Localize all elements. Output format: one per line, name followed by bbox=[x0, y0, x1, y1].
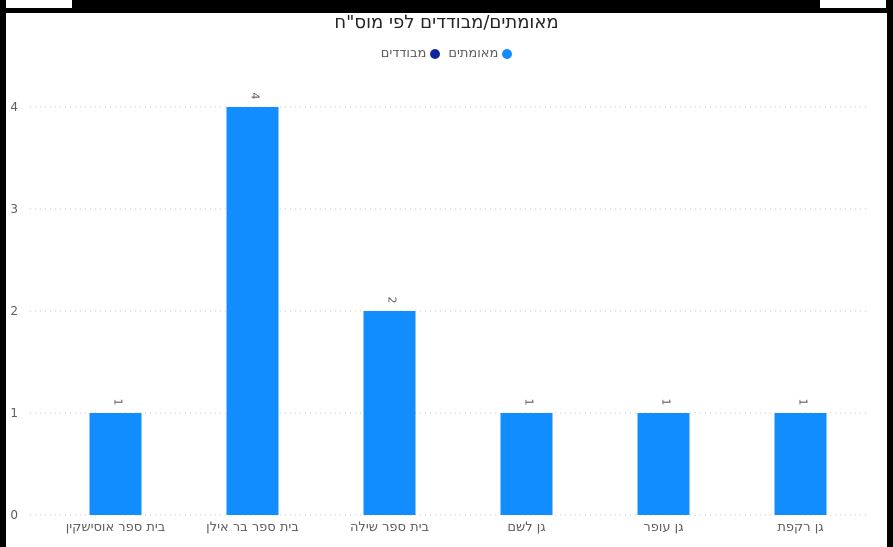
bar-0[interactable] bbox=[89, 413, 142, 515]
frame-notch-left bbox=[6, 0, 72, 8]
window-frame-top bbox=[0, 0, 893, 13]
chart-title: מאומתים/מבודדים לפי מוס"ח bbox=[334, 12, 559, 33]
data-label-2: 2 bbox=[386, 297, 399, 304]
chart-legend[interactable]: מאומתים מבודדים bbox=[0, 46, 893, 61]
legend-label-series-2: מבודדים bbox=[380, 46, 427, 61]
data-label-1: 4 bbox=[249, 93, 262, 100]
data-label-3: 1 bbox=[523, 399, 536, 406]
x-tick-label-0: בית ספר אוסישקין bbox=[66, 520, 166, 535]
bar-3[interactable] bbox=[500, 413, 553, 515]
y-tick-label-3: 3 bbox=[10, 202, 18, 216]
y-tick-label-1: 1 bbox=[10, 406, 18, 420]
x-tick-label-1: בית ספר בר אילן bbox=[206, 520, 299, 535]
window-frame-right bbox=[887, 0, 893, 547]
x-tick-label-2: בית ספר שילה bbox=[350, 520, 429, 535]
data-label-0: 1 bbox=[112, 399, 125, 406]
data-label-5: 1 bbox=[797, 399, 810, 406]
legend-label-series-1: מאומתים bbox=[448, 46, 499, 61]
window-frame-left bbox=[0, 0, 6, 547]
x-tick-label-5: גן רקפת bbox=[777, 520, 823, 535]
legend-item-series-2[interactable]: מבודדים bbox=[381, 46, 441, 61]
bar-1[interactable] bbox=[226, 107, 279, 515]
y-tick-label-2: 2 bbox=[10, 304, 18, 318]
bar-5[interactable] bbox=[774, 413, 827, 515]
x-tick-label-4: גן עופר bbox=[643, 520, 683, 535]
y-tick-label-4: 4 bbox=[10, 100, 18, 114]
y-tick-label-0: 0 bbox=[10, 508, 18, 522]
data-label-4: 1 bbox=[660, 399, 673, 406]
x-tick-label-3: גן לשם bbox=[507, 520, 545, 535]
frame-notch-right bbox=[820, 0, 886, 8]
legend-marker-series-2 bbox=[430, 48, 441, 59]
bar-2[interactable] bbox=[363, 311, 416, 515]
legend-item-series-1[interactable]: מאומתים bbox=[448, 46, 513, 61]
legend-marker-series-1 bbox=[502, 48, 513, 59]
bar-4[interactable] bbox=[637, 413, 690, 515]
